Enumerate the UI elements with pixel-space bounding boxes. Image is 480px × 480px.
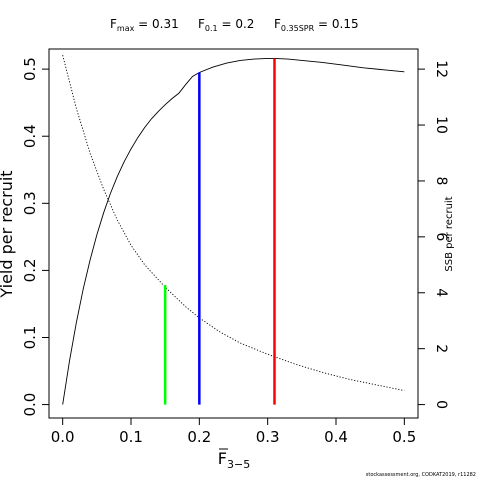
- reference-lines: [163, 58, 276, 405]
- header-labels: Fmax = 0.31 F0.1 = 0.2 F0.35SPR = 0.15: [110, 17, 359, 33]
- y-left-tick-label: 0.2: [21, 258, 39, 282]
- footer-credit: stockassessment.org, CODKAT2019, r11282: [365, 472, 476, 478]
- f035spr-label: F0.35SPR = 0.15: [274, 17, 359, 33]
- y-right-tick-label: 6: [433, 232, 449, 241]
- y-right-tick-label: 4: [433, 288, 449, 297]
- x-tick-label: 0.5: [392, 428, 416, 446]
- y-right-tick-label: 12: [433, 60, 449, 78]
- y-right-axis-label: SSB per recruit: [444, 196, 455, 271]
- x-tick-label: 0.4: [324, 428, 348, 446]
- yield-per-recruit-line: [62, 57, 405, 405]
- y-left-tick-label: 0.4: [21, 124, 39, 148]
- y-right-tick-label: 2: [433, 344, 449, 353]
- y-left-tick-label: 0.0: [21, 393, 39, 417]
- y-left-axis: 0.0 0.1 0.2 0.3 0.4 0.5: [21, 57, 49, 417]
- x-tick-label: 0.3: [256, 428, 280, 446]
- y-right-tick-label: 8: [433, 176, 449, 185]
- x-tick-label: 0.0: [51, 428, 75, 446]
- series-layer: [62, 55, 405, 405]
- y-right-tick-label: 0: [433, 400, 449, 409]
- plot-frame: [48, 48, 419, 419]
- x-axis: 0.0 0.1 0.2 0.3 0.4 0.5: [51, 418, 416, 446]
- ssb-per-recruit-line: [62, 55, 405, 392]
- f01-label: F0.1 = 0.2: [198, 17, 254, 33]
- y-right-axis: 0 2 4 6 8 10 12: [418, 60, 449, 409]
- fmax-label: Fmax = 0.31: [110, 17, 179, 33]
- y-left-tick-label: 0.5: [21, 57, 39, 81]
- y-left-tick-label: 0.1: [21, 326, 39, 350]
- x-axis-label: F3−5: [218, 449, 250, 471]
- x-tick-label: 0.2: [187, 428, 211, 446]
- y-left-tick-label: 0.3: [21, 191, 39, 215]
- y-left-axis-label: Yield per recruit: [0, 170, 16, 298]
- x-tick-label: 0.1: [119, 428, 143, 446]
- y-right-tick-label: 10: [433, 116, 449, 134]
